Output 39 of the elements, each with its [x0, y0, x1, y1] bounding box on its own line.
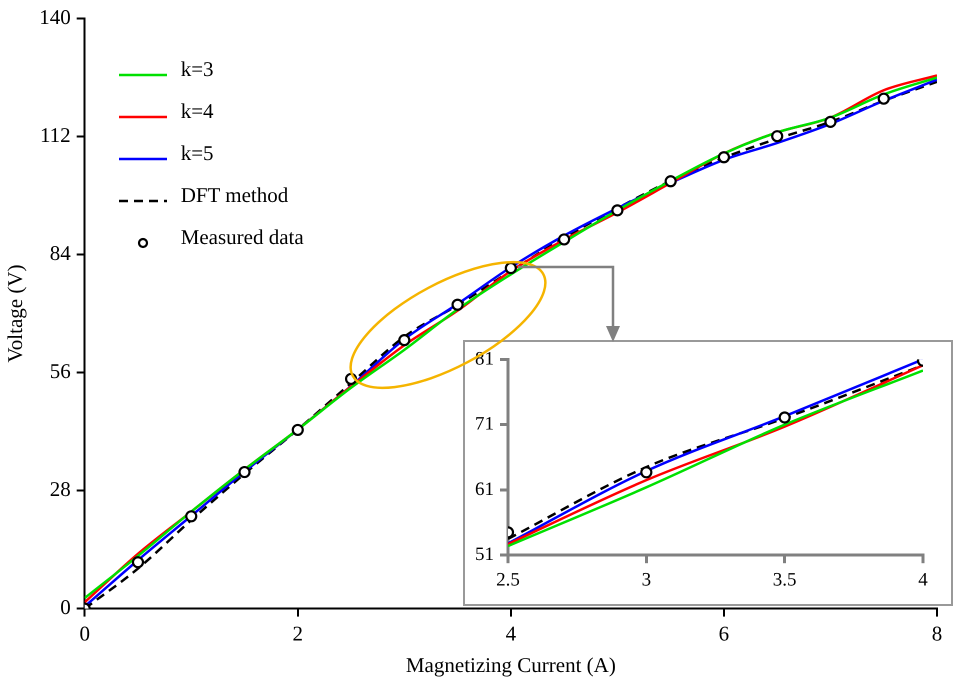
x-tick-label: 6 — [718, 622, 730, 646]
y-tick-label: 84 — [50, 241, 72, 266]
y-tick-label: 28 — [50, 477, 71, 502]
x-tick-label: 2.5 — [496, 570, 520, 591]
legend-label: k=5 — [180, 141, 214, 166]
point — [292, 424, 304, 436]
x-tick-label: 3 — [642, 570, 652, 591]
point — [558, 233, 570, 246]
y-tick-label: 0 — [60, 595, 71, 620]
x-tick-label: 4 — [918, 570, 928, 591]
point — [771, 130, 784, 142]
y-tick-label: 112 — [40, 123, 71, 148]
point — [451, 298, 464, 311]
point — [238, 466, 251, 478]
x-tick-label: 0 — [79, 622, 90, 646]
x-tick-label: 3.5 — [772, 570, 797, 591]
point — [878, 92, 890, 105]
x-tick-label: 8 — [932, 622, 942, 646]
x-tick-label: 2 — [292, 622, 304, 646]
y-tick-label: 71 — [475, 414, 494, 435]
point — [132, 556, 144, 568]
y-tick-label: 51 — [475, 544, 494, 566]
y-tick-label: 61 — [475, 478, 494, 500]
y-axis-title: Voltage (V) — [3, 264, 28, 363]
point — [824, 116, 837, 128]
y-tick-label: 140 — [39, 5, 71, 30]
point — [504, 262, 517, 274]
point — [718, 151, 730, 164]
legend-label: Measured data — [180, 225, 304, 250]
x-axis-title: Magnetizing Current (A) — [406, 652, 616, 677]
point — [398, 334, 410, 346]
legend-label: k=4 — [180, 99, 214, 124]
point — [185, 510, 198, 522]
point — [664, 175, 677, 188]
legend-label: DFT method — [180, 183, 288, 208]
x-tick-label: 4 — [506, 622, 517, 646]
point — [611, 204, 624, 216]
y-tick-label: 56 — [50, 359, 71, 384]
legend-label: k=3 — [180, 57, 214, 82]
